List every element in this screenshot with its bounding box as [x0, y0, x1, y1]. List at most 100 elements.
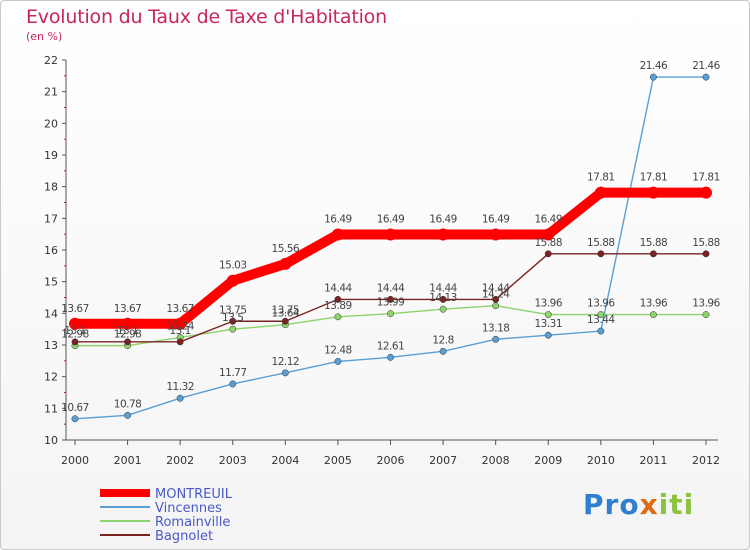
data-point-bagnolet [649, 250, 657, 258]
data-point-bagnolet [702, 250, 710, 258]
data-label-montreuil: 17.81 [640, 172, 668, 184]
data-point-montreuil [69, 317, 81, 330]
data-label-bagnolet: 14.44 [482, 282, 510, 294]
legend-label-montreuil: MONTREUIL [155, 487, 233, 502]
data-label-montreuil: 16.49 [377, 213, 405, 225]
data-label-romainville: 14.13 [429, 292, 457, 304]
data-label-montreuil: 13.67 [114, 303, 142, 315]
data-point-montreuil [121, 317, 134, 330]
y-tick-label: 10 [44, 434, 58, 447]
data-point-vincennes [334, 358, 342, 365]
data-point-vincennes [649, 73, 657, 81]
data-label-vincennes: 13.31 [534, 318, 562, 330]
data-point-bagnolet [597, 250, 605, 258]
data-label-vincennes: 13.18 [482, 322, 510, 334]
data-point-vincennes [439, 347, 447, 355]
data-label-bagnolet: 13.75 [272, 304, 300, 316]
data-label-montreuil: 13.67 [61, 303, 89, 315]
y-tick-label: 20 [44, 117, 58, 130]
data-label-romainville: 13.89 [324, 300, 352, 312]
legend-label-romainville: Romainville [155, 515, 230, 530]
data-point-bagnolet [176, 338, 184, 346]
data-point-bagnolet [492, 295, 500, 303]
data-point-vincennes [176, 394, 184, 402]
data-label-romainville: 12.98 [61, 329, 89, 341]
data-point-montreuil [437, 228, 450, 241]
y-tick-label: 15 [44, 276, 58, 289]
data-label-vincennes: 12.12 [272, 356, 300, 368]
data-point-bagnolet [439, 295, 447, 303]
data-label-montreuil: 15.56 [272, 243, 300, 255]
x-tick-label: 2008 [482, 454, 510, 467]
data-point-romainville [439, 305, 447, 313]
data-point-romainville [649, 311, 657, 319]
data-point-montreuil [542, 228, 555, 241]
data-point-montreuil [594, 186, 607, 199]
data-point-bagnolet [281, 317, 289, 325]
data-label-romainville: 13.96 [587, 298, 615, 310]
chart-title: Evolution du Taux de Taxe d'Habitation [26, 6, 387, 28]
data-label-bagnolet: 13.1 [169, 325, 190, 337]
x-tick-label: 2012 [692, 454, 720, 467]
y-tick-label: 12 [44, 371, 58, 384]
x-tick-label: 2004 [271, 454, 299, 467]
data-point-vincennes [702, 73, 710, 81]
data-label-montreuil: 15.03 [219, 260, 247, 272]
data-point-vincennes [387, 353, 394, 361]
data-point-romainville [544, 311, 552, 319]
data-label-vincennes: 12.61 [377, 340, 405, 352]
data-label-vincennes: 13.44 [587, 314, 615, 326]
data-point-romainville [334, 313, 342, 321]
data-point-bagnolet [544, 250, 552, 258]
x-tick-label: 2000 [61, 454, 89, 467]
data-label-montreuil: 16.49 [429, 213, 457, 225]
data-label-bagnolet: 14.44 [429, 282, 457, 294]
data-point-vincennes [597, 327, 605, 335]
data-label-montreuil: 16.49 [324, 213, 352, 225]
y-tick-label: 14 [44, 307, 58, 320]
data-label-romainville: 13.96 [534, 298, 562, 310]
data-point-montreuil [174, 317, 187, 330]
y-tick-label: 19 [44, 149, 58, 162]
data-point-vincennes [281, 369, 289, 377]
data-point-montreuil [700, 186, 712, 199]
data-point-bagnolet [71, 338, 79, 346]
data-point-bagnolet [387, 295, 394, 303]
chart-subtitle: (en %) [26, 30, 63, 43]
proxiti-logo: Proxiti [583, 488, 695, 521]
data-label-romainville: 14.24 [482, 289, 510, 301]
data-point-bagnolet [334, 295, 342, 303]
data-point-romainville [597, 311, 605, 319]
data-label-romainville: 13.5 [222, 312, 243, 324]
legend-label-bagnolet: Bagnolet [155, 529, 213, 544]
data-point-montreuil [331, 228, 344, 241]
data-label-vincennes: 11.32 [166, 381, 194, 393]
data-point-romainville [387, 310, 394, 318]
data-label-romainville: 13.24 [166, 320, 194, 332]
y-tick-label: 22 [44, 54, 58, 67]
data-label-montreuil: 16.49 [534, 213, 562, 225]
x-tick-label: 2007 [429, 454, 457, 467]
data-label-montreuil: 17.81 [692, 172, 720, 184]
x-tick-label: 2001 [114, 454, 142, 467]
data-point-montreuil [226, 274, 239, 287]
data-point-montreuil [279, 257, 292, 270]
data-point-romainville [229, 325, 237, 333]
data-label-romainville: 13.96 [692, 298, 720, 310]
data-point-bagnolet [229, 317, 237, 325]
data-point-vincennes [229, 380, 237, 388]
data-label-bagnolet: 15.88 [640, 237, 668, 249]
x-tick-label: 2010 [587, 454, 615, 467]
data-label-romainville: 13.99 [377, 297, 405, 309]
y-tick-label: 18 [44, 181, 58, 194]
data-label-bagnolet: 15.88 [692, 237, 720, 249]
data-label-montreuil: 13.67 [166, 303, 194, 315]
data-label-romainville: 13.64 [272, 308, 300, 320]
data-label-montreuil: 17.81 [587, 172, 615, 184]
y-tick-label: 21 [44, 86, 58, 99]
y-tick-label: 13 [44, 339, 58, 352]
data-label-montreuil: 16.49 [482, 213, 510, 225]
data-label-bagnolet: 15.88 [587, 237, 615, 249]
